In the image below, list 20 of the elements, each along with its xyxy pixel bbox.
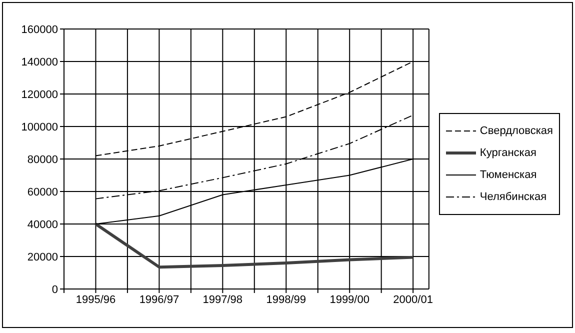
y-tick-label: 80000 (27, 154, 58, 166)
x-tick-label: 1995/96 (76, 294, 116, 306)
y-tick-label: 0 (52, 284, 58, 296)
legend-label: Курганская (480, 147, 536, 159)
y-tick-label: 60000 (27, 186, 58, 198)
x-tick-label: 1999/00 (330, 294, 370, 306)
legend-label: Челябинская (480, 191, 547, 203)
line-series (94, 222, 415, 269)
x-tick-label: 2000/01 (393, 294, 433, 306)
x-tick-label: 1997/98 (202, 294, 243, 306)
y-tick-label: 40000 (27, 218, 58, 231)
y-tick-label: 100000 (21, 121, 58, 134)
legend-label: Тюменская (480, 169, 537, 181)
x-tick-label: 1996/97 (139, 294, 180, 306)
y-tick-label: 120000 (21, 88, 58, 101)
x-tick-label: 1998/99 (266, 294, 306, 306)
y-tick-label: 20000 (27, 251, 58, 264)
legend-label: Свердловская (480, 125, 553, 137)
y-tick-label: 140000 (21, 56, 58, 68)
y-tick-label: 160000 (21, 24, 58, 36)
